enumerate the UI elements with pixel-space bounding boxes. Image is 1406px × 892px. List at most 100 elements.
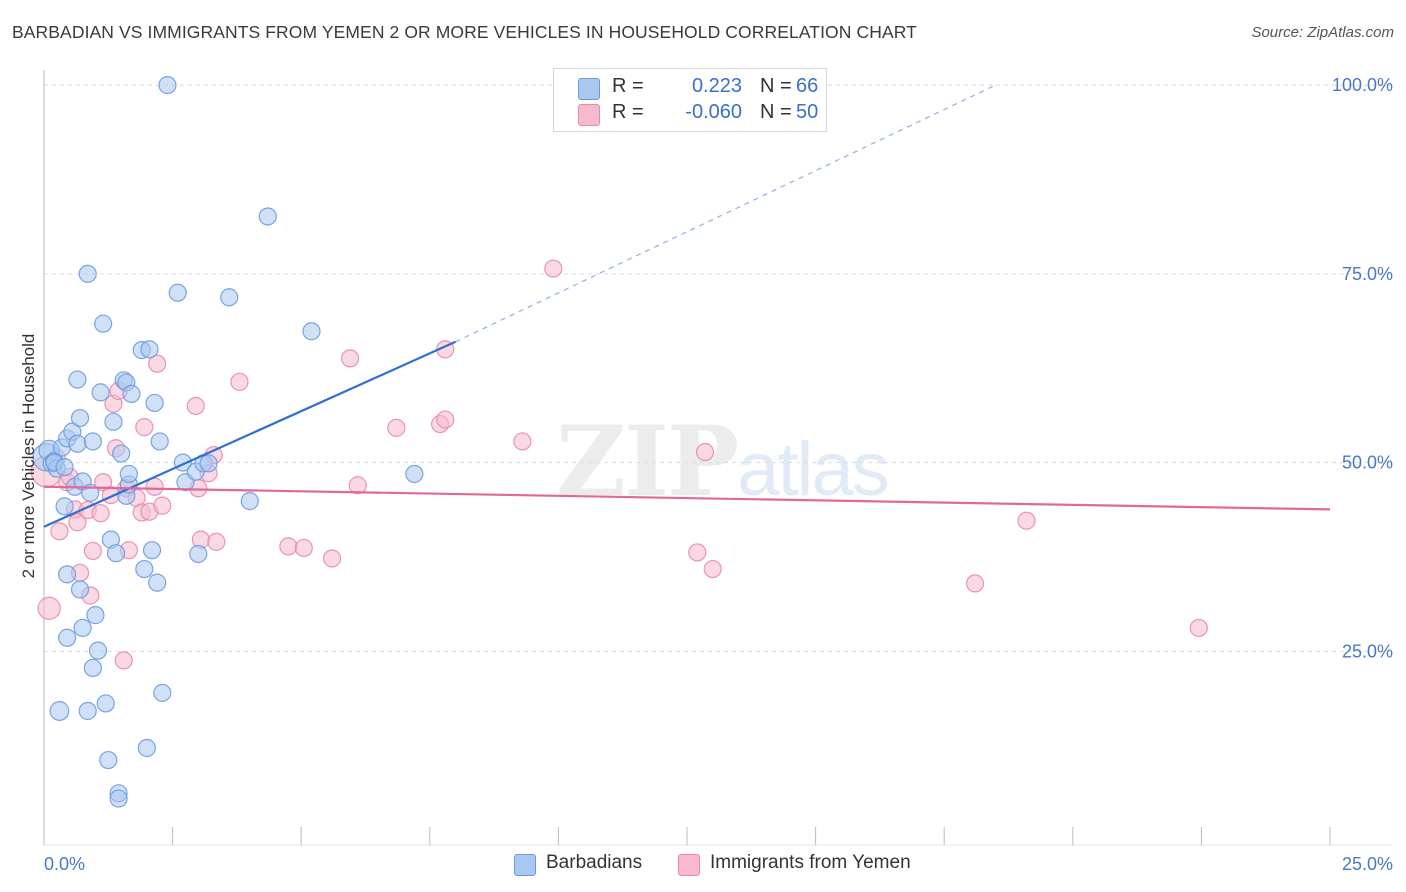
legend-label-yemen: Immigrants from Yemen [710,852,911,873]
yemen-point [68,513,87,532]
barbadian-point [68,434,87,453]
barbadian-point [86,606,105,625]
barbadian-point [148,573,167,592]
yemen-point [387,418,406,437]
legend-swatch-barbadians [578,78,600,100]
yemen-point [91,504,110,523]
barbadian-point [70,408,90,428]
barbadian-point [119,464,138,484]
chart-title: BARBADIAN VS IMMIGRANTS FROM YEMEN 2 OR … [12,22,917,42]
yemen-point [544,259,563,278]
source-credit: Source: ZipAtlas.com [1251,24,1394,41]
barbadian-point [240,492,259,511]
yemen-point [340,349,360,368]
barbadian-point [302,322,321,341]
legend-r-value: 0.223 [691,75,742,97]
yemen-point [513,432,532,451]
series-legend: Barbadians Immigrants from Yemen [0,852,1406,878]
barbadian-point [199,454,218,473]
x-tick-label: 0.0% [44,854,85,874]
barbadian-point [220,288,239,307]
legend-r-label: R = [612,101,644,123]
yemen-point [207,532,226,551]
yemen-point [1189,618,1208,638]
barbadian-points [32,75,424,808]
legend-swatch-yemen [578,104,600,126]
barbadian-point [158,75,177,95]
yemen-point [279,537,298,556]
tick-labels: 25.0% 50.0% 75.0% 100.0% 0.0% 25.0% [44,75,1393,874]
barbadian-trend-line [43,340,456,528]
yemen-point [965,574,985,593]
yemen-point [148,354,167,373]
legend-swatch-barbadians [514,854,536,876]
axis-layer [43,70,1392,846]
yemen-point [348,476,367,495]
yemen-point [294,538,313,558]
barbadian-point [94,314,113,333]
yemen-point [114,651,133,670]
barbadian-point [58,565,77,584]
legend-label-barbadians: Barbadians [546,852,643,873]
yemen-point [153,496,172,515]
legend-swatch-yemen [678,854,700,876]
legend-r-label: R = [612,75,644,97]
barbadian-point [142,541,162,560]
barbadian-point [49,701,70,721]
y-axis-title: 2 or more Vehicles in Household [19,334,38,579]
y-tick-label: 25.0% [1342,641,1393,661]
barbadian-point [112,444,131,463]
yemen-point [1017,511,1036,530]
barbadian-point [104,412,123,431]
y-tick-label: 50.0% [1342,453,1393,473]
yemen-trend-line [43,485,1331,511]
barbadian-point [83,432,102,451]
barbadian-point [55,497,74,516]
yemen-points [30,259,1208,670]
barbadian-point [109,789,128,808]
barbadian-point [189,544,208,564]
barbadian-point [99,750,118,770]
barbadian-point [258,207,277,226]
legend-n-label: N = [760,101,792,123]
barbadian-point [78,264,97,283]
barbadian-point [91,383,110,402]
barbadian-point [68,370,87,389]
correlation-legend: R = 0.223 N = 66 R = -0.060 N = 50 [553,68,827,132]
barbadian-point [137,738,156,758]
barbadian-point [73,618,92,638]
y-tick-label: 100.0% [1332,75,1393,95]
barbadian-point [106,544,126,563]
barbadian-point [70,580,90,599]
barbadian-point [153,683,172,702]
y-tick-label: 75.0% [1342,264,1393,284]
barbadian-point [405,464,424,484]
barbadian-point [150,432,169,451]
yemen-point [50,522,69,541]
yemen-point [436,410,455,429]
yemen-point [83,541,102,561]
barbadian-point [96,694,115,713]
legend-n-label: N = [760,75,792,97]
x-tick-label: 25.0% [1342,854,1393,874]
barbadian-point [168,283,187,302]
yemen-point [703,559,722,579]
barbadian-point [58,628,77,647]
legend-r-value: -0.060 [685,101,742,123]
barbadian-point [83,658,102,678]
yemen-point [135,418,154,437]
barbadian-point [145,393,164,413]
yemen-point [186,396,205,416]
legend-n-value: 50 [796,101,819,123]
yemen-point [37,596,61,620]
barbadian-point [88,641,108,660]
legend-n-value: 66 [796,75,819,97]
yemen-point [230,372,249,391]
yemen-point [688,543,707,562]
barbadian-point [122,384,141,403]
trend-lines [43,84,1331,528]
barbadian-point [140,340,159,359]
barbadian-point [78,701,97,721]
yemen-point [695,442,715,462]
